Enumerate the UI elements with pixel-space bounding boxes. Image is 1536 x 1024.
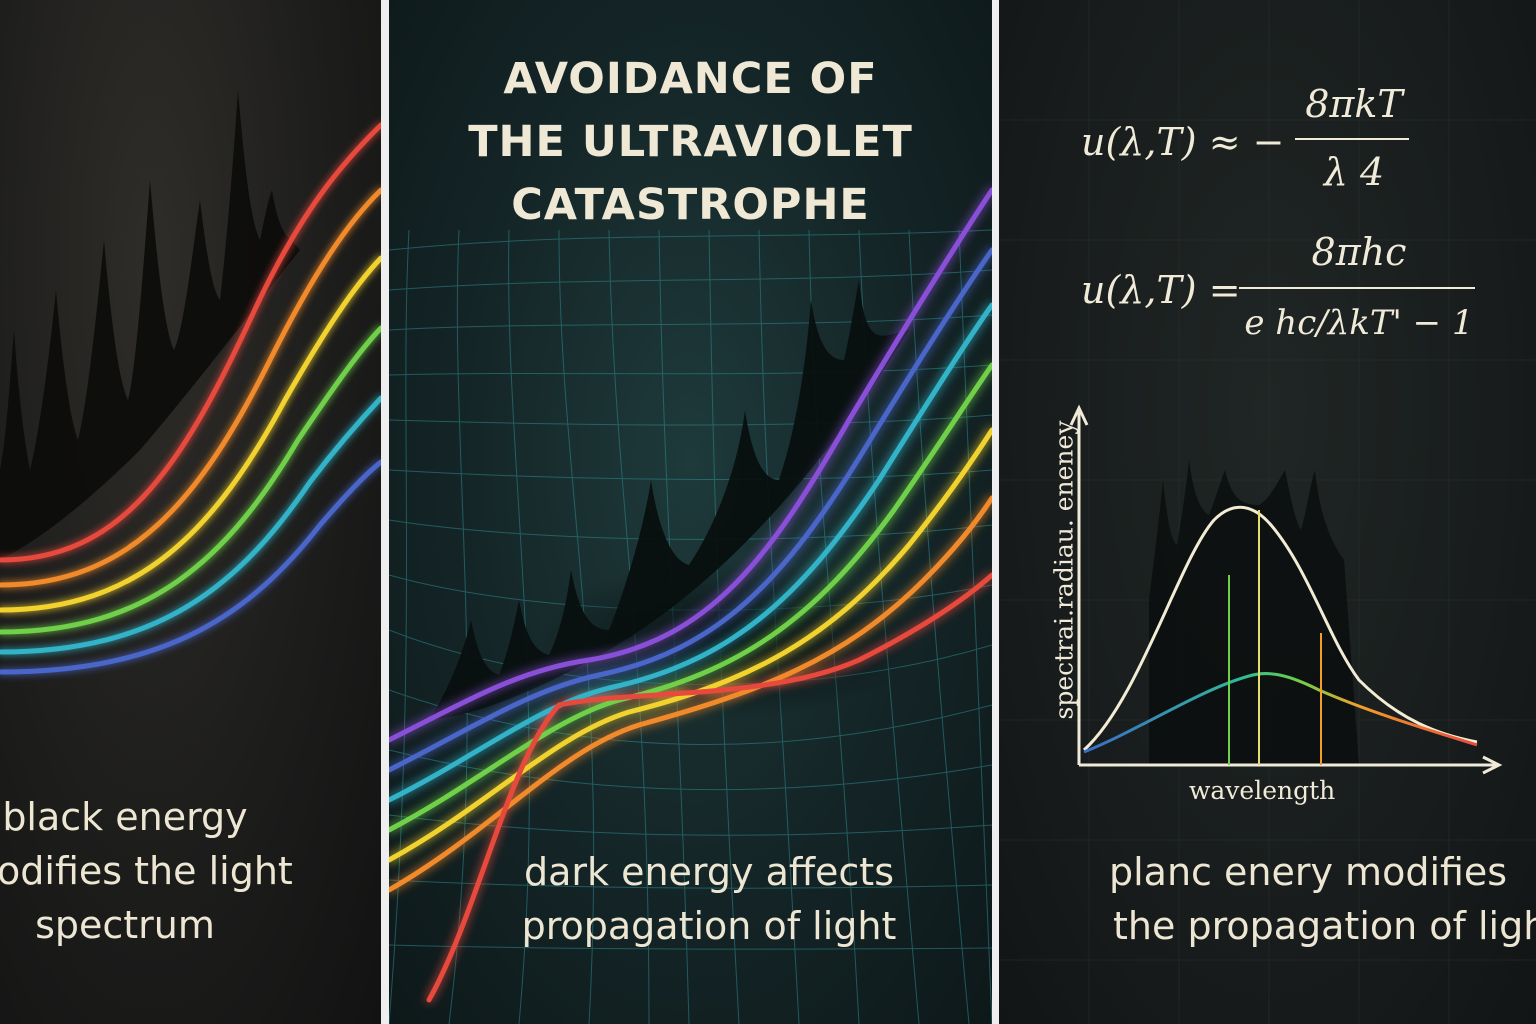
left-illustration <box>0 90 381 675</box>
rainbow-curves-left <box>0 122 381 675</box>
middle-illustration <box>389 187 992 1024</box>
curve-blue <box>389 247 992 773</box>
curve-orange <box>0 187 381 588</box>
right-caption-line-2: the propagation of light <box>1113 904 1536 948</box>
equation-1-denominator: λ 4 <box>1323 150 1385 194</box>
axes <box>1069 404 1503 775</box>
equation-2-denominator: e hc/λkT' − 1 <box>1244 303 1474 343</box>
planck-graph <box>1069 404 1503 775</box>
right-caption: planc enery modifies the propagation of … <box>1079 845 1536 953</box>
title-line-2: THE ULTRAVIOLET <box>468 117 913 167</box>
page-title: AVOIDANCE OF THE ULTRAVIOLET CATASTROPHE <box>389 48 992 237</box>
curve-violet <box>389 187 992 743</box>
middle-caption-line-1: dark energy affects <box>523 850 895 894</box>
planck-curve-low-temp <box>1083 672 1478 754</box>
planck-curve-high-temp <box>1082 505 1478 752</box>
left-caption-line-1: black energy <box>2 795 248 839</box>
equation-2-fraction-bar <box>1239 287 1475 289</box>
left-caption-line-2: modifies the light <box>0 849 293 893</box>
x-axis-arrow <box>1482 755 1503 775</box>
y-axis-label: spectrai.radiau. eneney <box>1049 420 1079 720</box>
curve-green <box>0 325 381 635</box>
graph-spike-silhouette <box>1149 460 1359 765</box>
curve-blue <box>0 459 381 675</box>
right-caption-line-1: planc enery modifies <box>1109 850 1508 894</box>
curve-orange <box>389 495 992 893</box>
curve-red <box>0 122 381 563</box>
middle-caption: dark energy affects propagation of light <box>509 845 909 953</box>
curve-cyan <box>389 302 992 803</box>
y-axis-arrow <box>1069 404 1089 426</box>
rainbow-curves-middle <box>389 187 992 1003</box>
middle-panel: AVOIDANCE OF THE ULTRAVIOLET CATASTROPHE… <box>389 0 992 1024</box>
left-panel: black energy modifies the light spectrum <box>0 0 381 1024</box>
title-line-1: AVOIDANCE OF <box>503 54 878 104</box>
curve-yellow <box>389 427 992 863</box>
curve-red <box>426 572 992 1003</box>
x-axis-label: wavelength <box>1189 776 1336 805</box>
equation-1-fraction-bar <box>1295 138 1409 140</box>
curve-cyan <box>0 395 381 655</box>
curve-yellow <box>0 255 381 613</box>
equation-1-lhs: u(λ,T) ≈ − <box>1081 120 1285 164</box>
left-caption-line-3: spectrum <box>35 903 215 947</box>
dark-spikes-middle <box>429 280 909 720</box>
equation-2-lhs: u(λ,T) = <box>1081 268 1241 312</box>
equation-2-numerator: 8πhc <box>1311 230 1407 274</box>
title-line-3: CATASTROPHE <box>511 180 870 230</box>
right-panel: u(λ,T) ≈ − 8πkT λ 4 u(λ,T) = 8πhc e hc/λ… <box>999 0 1536 1024</box>
dark-spike-silhouette <box>0 90 300 560</box>
curve-green <box>389 362 992 833</box>
left-caption: black energy modifies the light spectrum <box>0 790 293 952</box>
middle-caption-line-2: propagation of light <box>521 904 897 948</box>
equation-1-numerator: 8πkT <box>1305 82 1403 126</box>
